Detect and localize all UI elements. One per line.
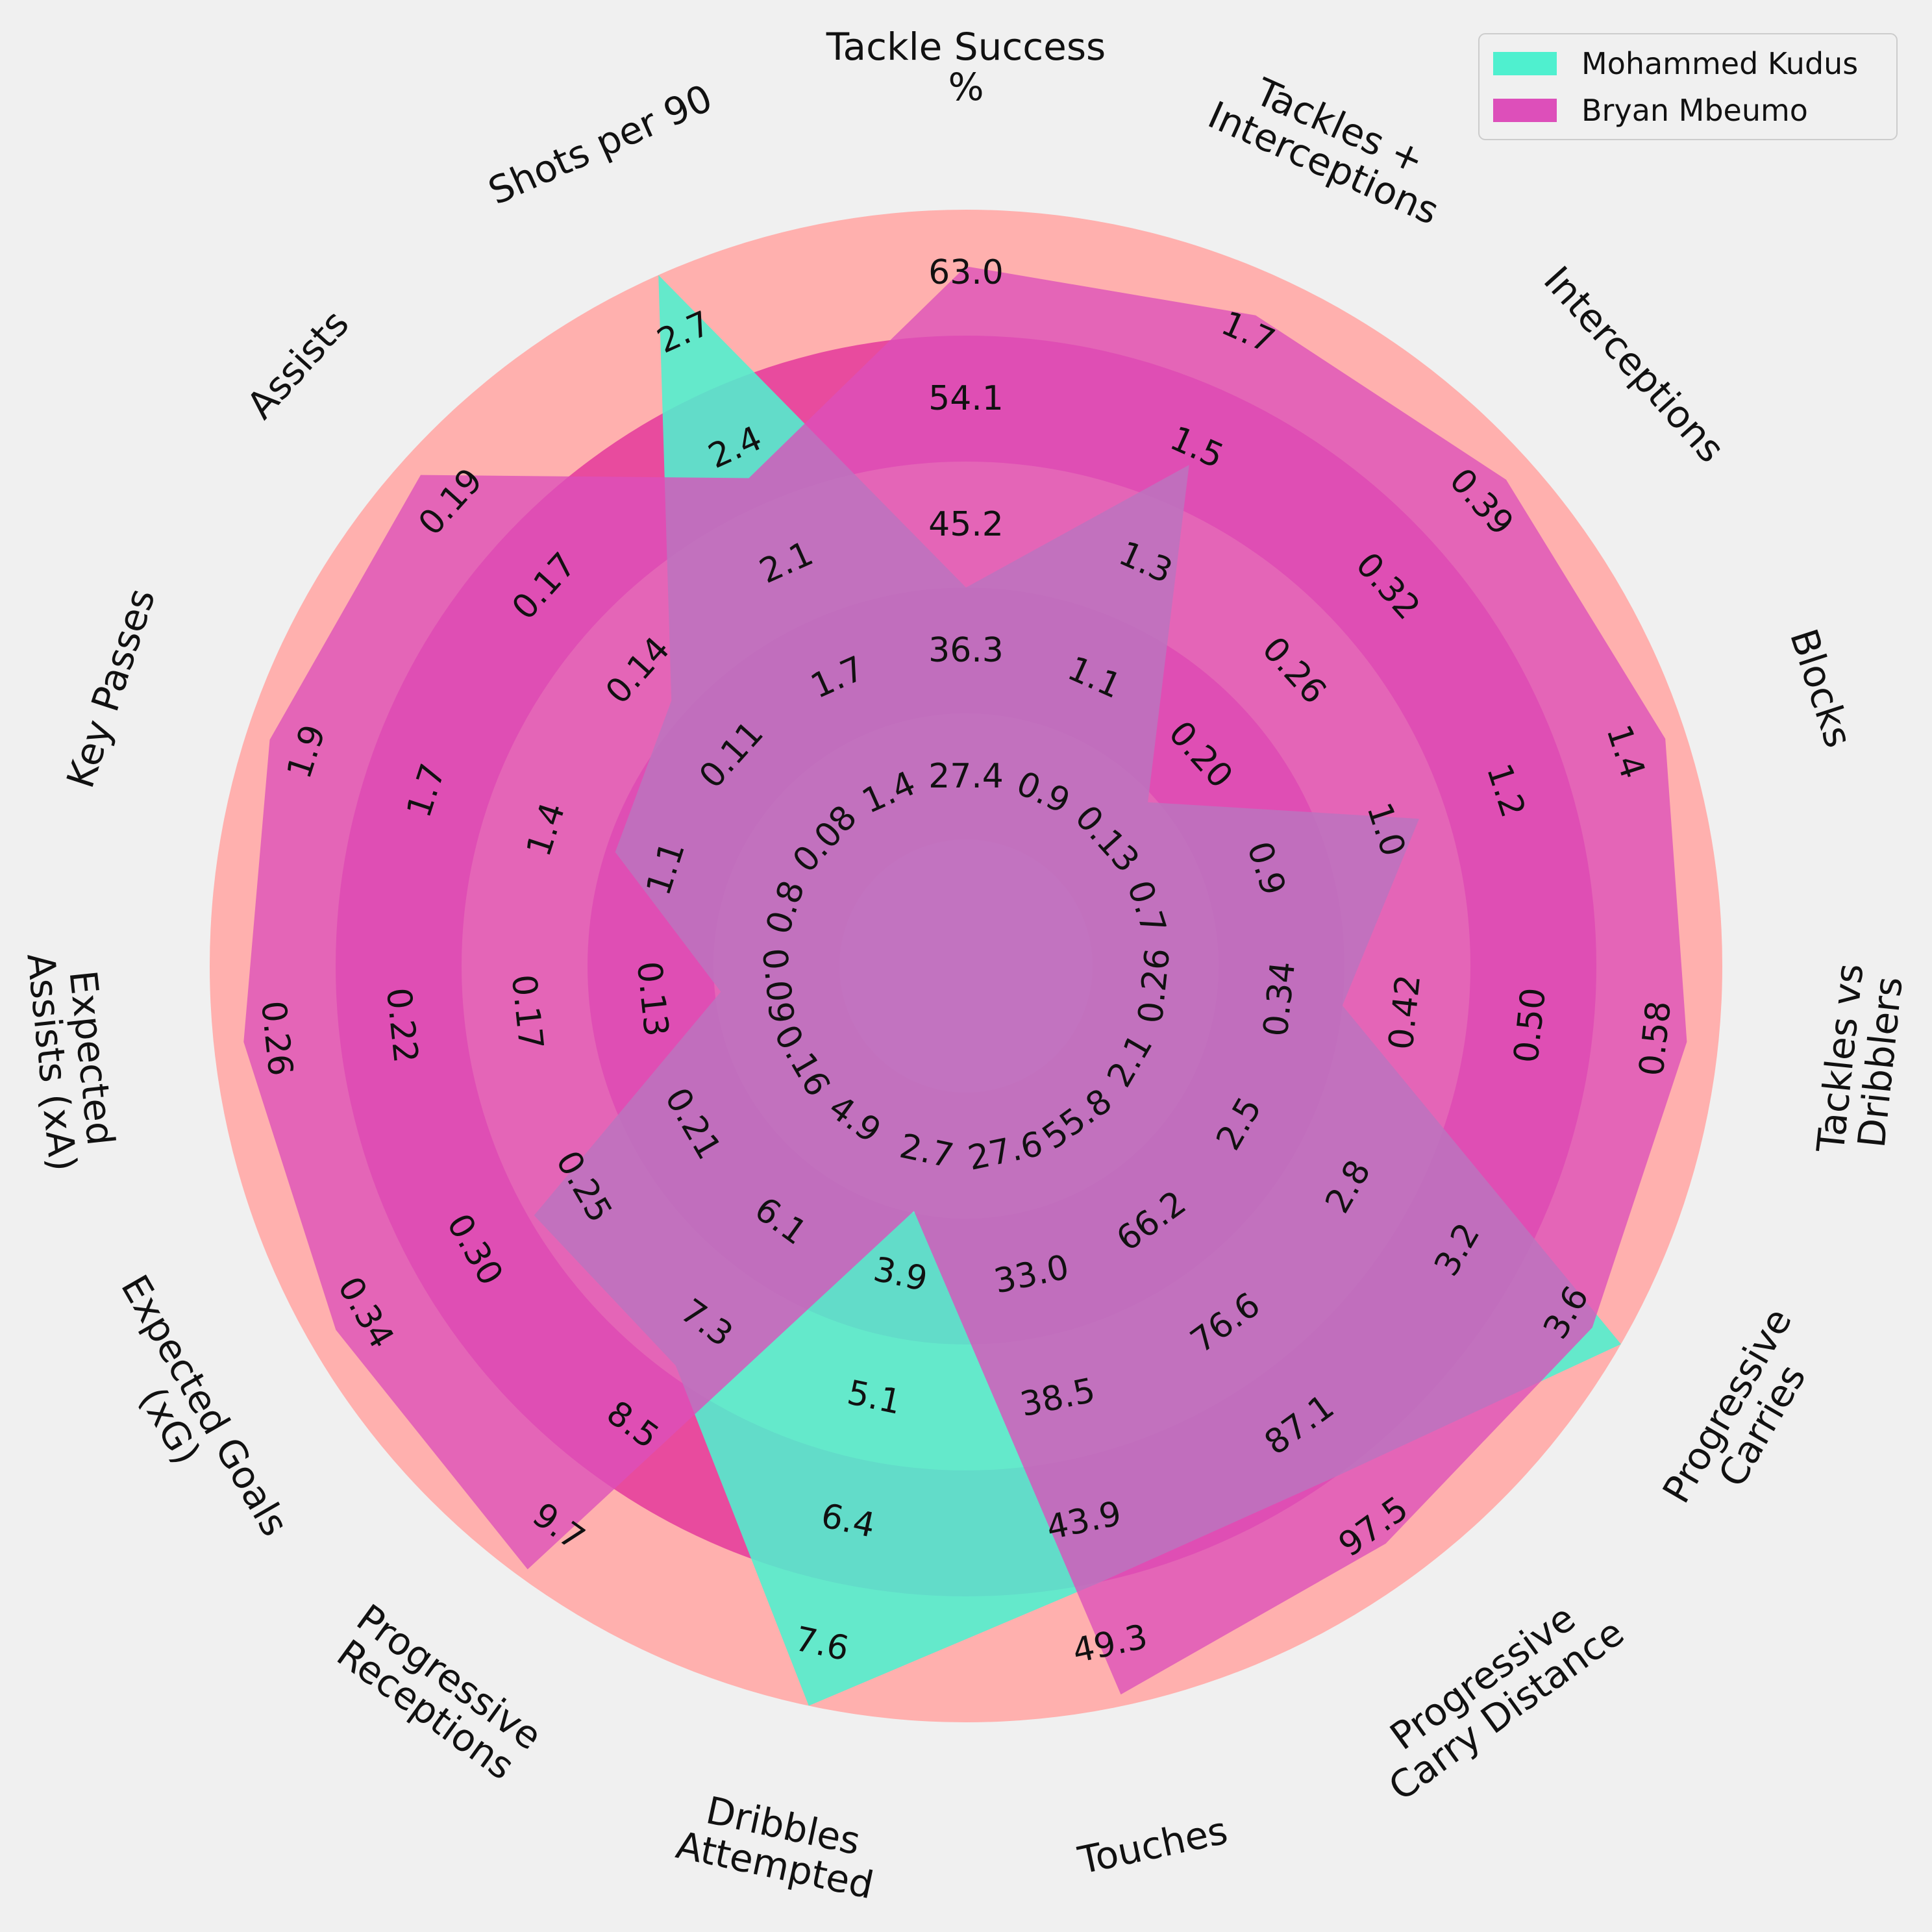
legend-swatch: [1493, 99, 1557, 122]
axis-label: Interceptions: [1535, 258, 1733, 471]
tick-label: 36.3: [928, 631, 1004, 670]
tick-label: 0.50: [1507, 986, 1554, 1065]
axis-label: Key Passes: [58, 583, 164, 793]
axis-label: Tackle Success%: [826, 25, 1106, 109]
axis-label: DribblesAttempted: [673, 1783, 886, 1907]
tick-label: 0.26: [1132, 947, 1178, 1025]
axis-label: ProgressiveCarry Distance: [1357, 1578, 1632, 1809]
axis-label: ProgressiveReceptions: [325, 1596, 550, 1791]
axis-label: Assists: [238, 301, 358, 427]
tick-label: 27.4: [928, 757, 1004, 796]
tick-label: 0.22: [378, 986, 425, 1065]
tick-label: 0.13: [629, 960, 676, 1038]
axis-label: ProgressiveCarries: [1654, 1301, 1835, 1531]
axis-label: Shots per 90: [482, 76, 719, 214]
legend-label: Bryan Mbeumo: [1581, 93, 1808, 128]
tick-label: 0.09: [754, 947, 801, 1025]
tick-label: 0.34: [1256, 960, 1303, 1038]
tick-label: 0.26: [253, 999, 300, 1078]
legend: Mohammed Kudus Bryan Mbeumo: [1478, 33, 1898, 140]
tick-label: 0.58: [1632, 999, 1679, 1078]
tick-label: 45.2: [928, 505, 1004, 544]
axis-label: Touches: [1074, 1808, 1231, 1883]
legend-box: [1478, 33, 1898, 140]
axis-label: ExpectedAssists (xA): [18, 947, 125, 1173]
axis-label: Tackles +Interceptions: [1202, 56, 1462, 234]
tick-label: 0.17: [504, 972, 551, 1051]
series-bryan-mbeumo-area: [243, 266, 1687, 1695]
tick-label: 54.1: [928, 379, 1004, 418]
axis-label: Expected Goals(xG): [77, 1268, 297, 1564]
tick-label: 63.0: [928, 253, 1004, 292]
legend-label: Mohammed Kudus: [1581, 46, 1858, 81]
tick-label: 0.42: [1381, 972, 1428, 1051]
axis-label: Tackles vsDribblers: [1808, 961, 1912, 1159]
legend-swatch: [1493, 52, 1557, 75]
series-layer: [243, 266, 1687, 1706]
axis-label: Blocks: [1781, 624, 1861, 753]
tick-labels: 27.436.345.254.163.00.91.11.31.51.70.130…: [253, 253, 1679, 1671]
